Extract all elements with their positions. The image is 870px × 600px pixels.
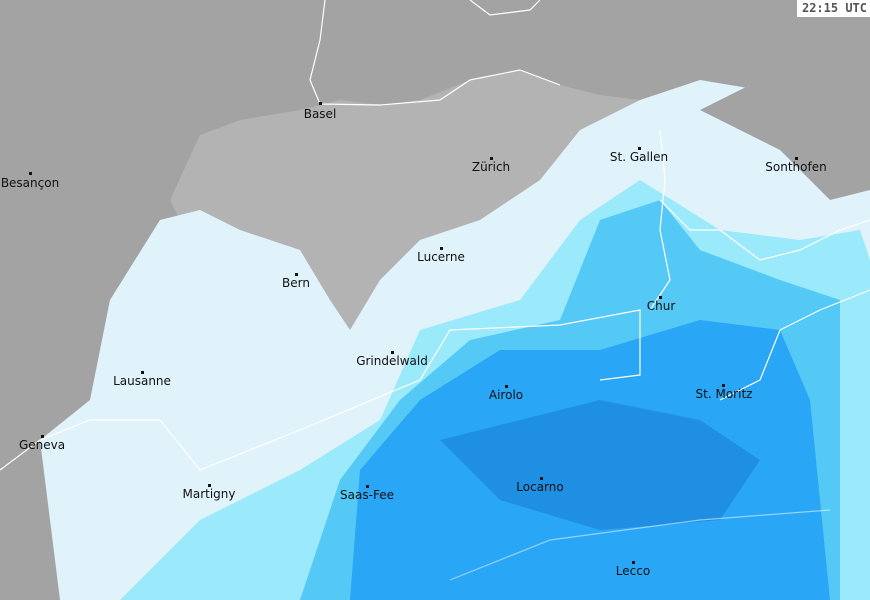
border-line (659, 199, 870, 261)
city-dot (632, 561, 635, 564)
city-dot (505, 385, 508, 388)
land-patch-west (0, 440, 60, 600)
city-label-zurich[interactable]: Zürich (471, 160, 511, 174)
city-dot (295, 273, 298, 276)
city-label-saas-fee[interactable]: Saas-Fee (340, 488, 394, 502)
city-label-st-moritz[interactable]: St. Moritz (695, 387, 753, 401)
border-line (0, 309, 641, 471)
city-label-lausanne[interactable]: Lausanne (113, 374, 171, 388)
city-label-chur[interactable]: Chur (646, 299, 676, 313)
city-label-airolo[interactable]: Airolo (488, 388, 524, 402)
border-line (309, 0, 561, 106)
city-label-bern[interactable]: Bern (282, 276, 310, 290)
city-dot (722, 384, 725, 387)
city-dot (29, 172, 32, 175)
city-label-geneva[interactable]: Geneva (18, 438, 66, 452)
city-label-lecco[interactable]: Lecco (615, 564, 651, 578)
city-dot (366, 485, 369, 488)
border-line (719, 289, 870, 401)
city-dot (391, 351, 394, 354)
border-line (449, 509, 831, 581)
border-line (649, 129, 671, 311)
city-label-lucerne[interactable]: Lucerne (417, 250, 465, 264)
city-dot (319, 102, 322, 105)
city-dot (638, 147, 641, 150)
city-dot (540, 477, 543, 480)
timestamp-label: 22:15 UTC (796, 0, 870, 17)
city-label-grindelwald[interactable]: Grindelwald (356, 354, 428, 368)
city-dot (141, 371, 144, 374)
land-patch-northeast (700, 80, 870, 200)
city-label-besancon[interactable]: Besançon (0, 176, 60, 190)
city-dot (795, 157, 798, 160)
city-dot (208, 484, 211, 487)
city-label-basel[interactable]: Basel (303, 107, 337, 121)
city-label-sonthofen[interactable]: Sonthofen (765, 160, 827, 174)
city-label-locarno[interactable]: Locarno (516, 480, 564, 494)
precip-very-heavy (440, 400, 760, 530)
city-dot (41, 435, 44, 438)
city-label-st-gallen[interactable]: St. Gallen (609, 150, 669, 164)
borders (0, 0, 870, 581)
city-dot (490, 157, 493, 160)
border-line (469, 0, 541, 16)
city-dot (440, 247, 443, 250)
city-label-martigny[interactable]: Martigny (182, 487, 236, 501)
city-dot (659, 296, 662, 299)
